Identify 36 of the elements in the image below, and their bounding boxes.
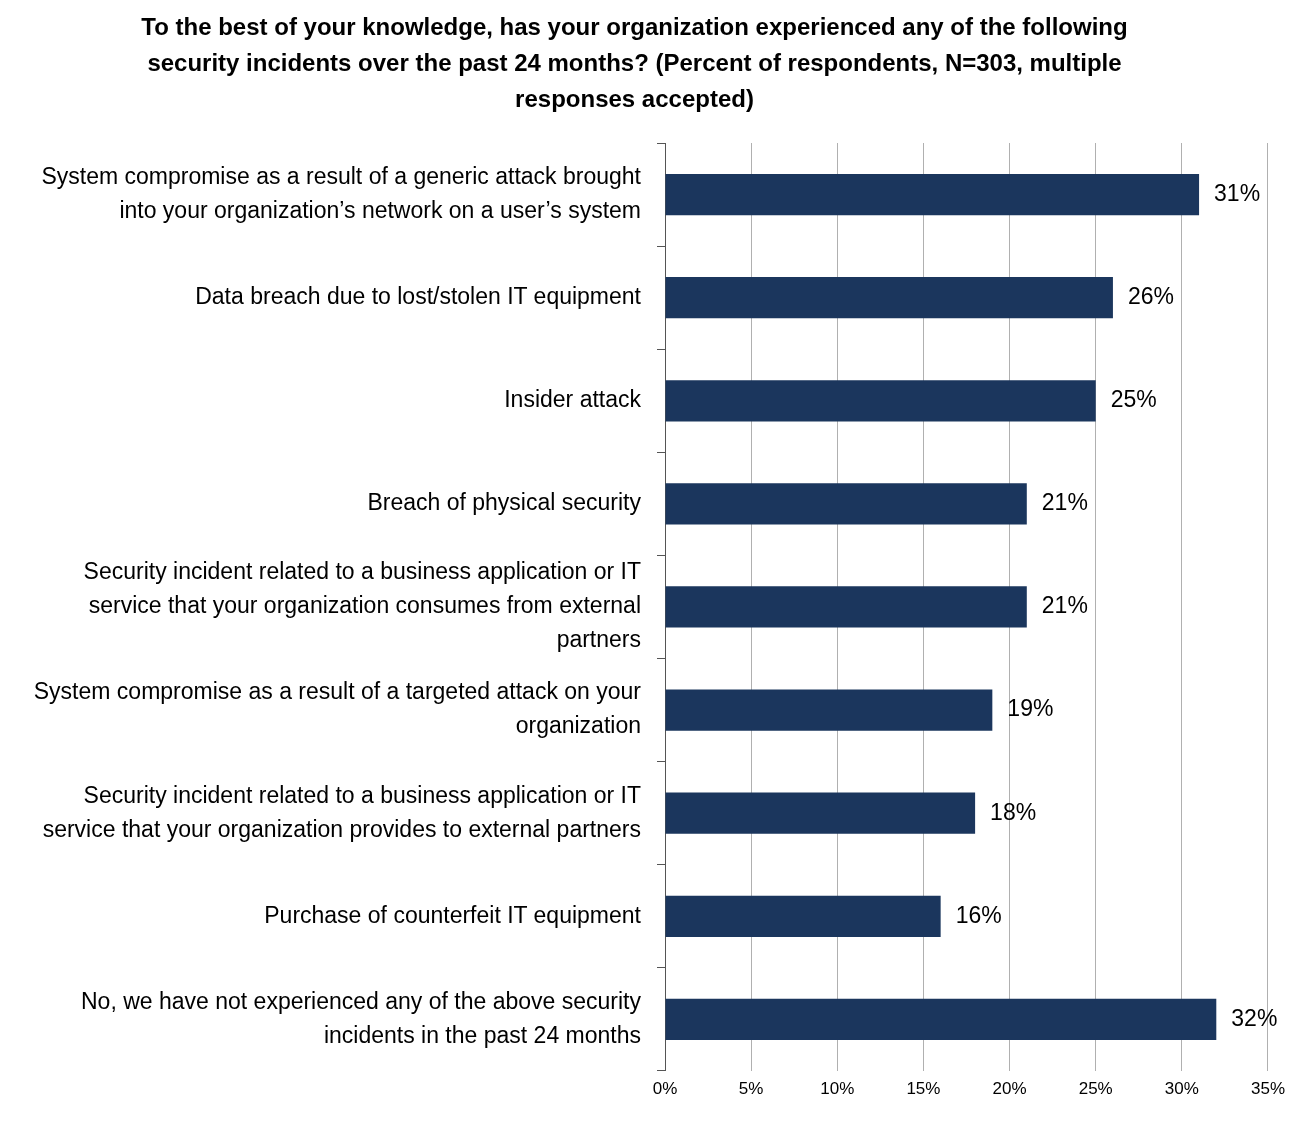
chart-title: To the best of your knowledge, has your organization experienced any of the following security incidents over the past 24 months? (Percent of respondents, N=303, multiple responses accepted) — [141, 12, 1128, 112]
x-tick-label: 30% — [1164, 1078, 1199, 1098]
x-tick-label: 15% — [906, 1078, 941, 1098]
y-tick-label: Security incident related to a business application or IT service that your organization provides to external partners — [42, 781, 641, 842]
bar — [665, 277, 1113, 319]
bar — [665, 792, 976, 834]
data-label: 32% — [1231, 1004, 1278, 1031]
data-label: 21% — [1041, 592, 1088, 619]
y-tick-label: System compromise as a result of a generic attack brought into your organization’s network on a user’s system — [41, 162, 642, 223]
y-tick-label: System compromise as a result of a targeted attack on your organization — [33, 678, 642, 739]
y-tick-label: No, we have not experienced any of the above security incidents in the past 24 months — [80, 987, 642, 1048]
bar — [665, 998, 1217, 1041]
y-tick-label: Insider attack — [504, 386, 642, 413]
x-tick-label: 10% — [820, 1078, 855, 1098]
data-label: 21% — [1041, 489, 1088, 516]
x-tick-label: 20% — [992, 1078, 1027, 1098]
x-tick-label: 0% — [652, 1078, 678, 1098]
data-label: 26% — [1127, 283, 1174, 309]
data-label: 16% — [955, 901, 1002, 928]
data-label: 25% — [1110, 386, 1157, 413]
x-tick-label: 5% — [738, 1078, 764, 1098]
x-tick-label: 25% — [1078, 1078, 1113, 1098]
bar — [665, 586, 1027, 628]
x-tick-label: 35% — [1250, 1078, 1285, 1098]
data-label: 19% — [1007, 695, 1054, 722]
data-label: 18% — [990, 798, 1037, 825]
bar — [665, 483, 1027, 525]
bar — [665, 689, 993, 731]
data-label: 31% — [1214, 179, 1261, 206]
y-tick-label: Purchase of counterfeit IT equipment — [264, 901, 642, 928]
bar — [665, 173, 1200, 216]
y-tick-label: Breach of physical security — [367, 489, 642, 516]
bar — [665, 380, 1096, 422]
bar — [665, 895, 941, 937]
y-tick-label: Security incident related to a business application or IT service that your organization consumes from external partners — [83, 558, 641, 653]
y-tick-label: Data breach due to lost/stolen IT equipment — [195, 283, 642, 309]
